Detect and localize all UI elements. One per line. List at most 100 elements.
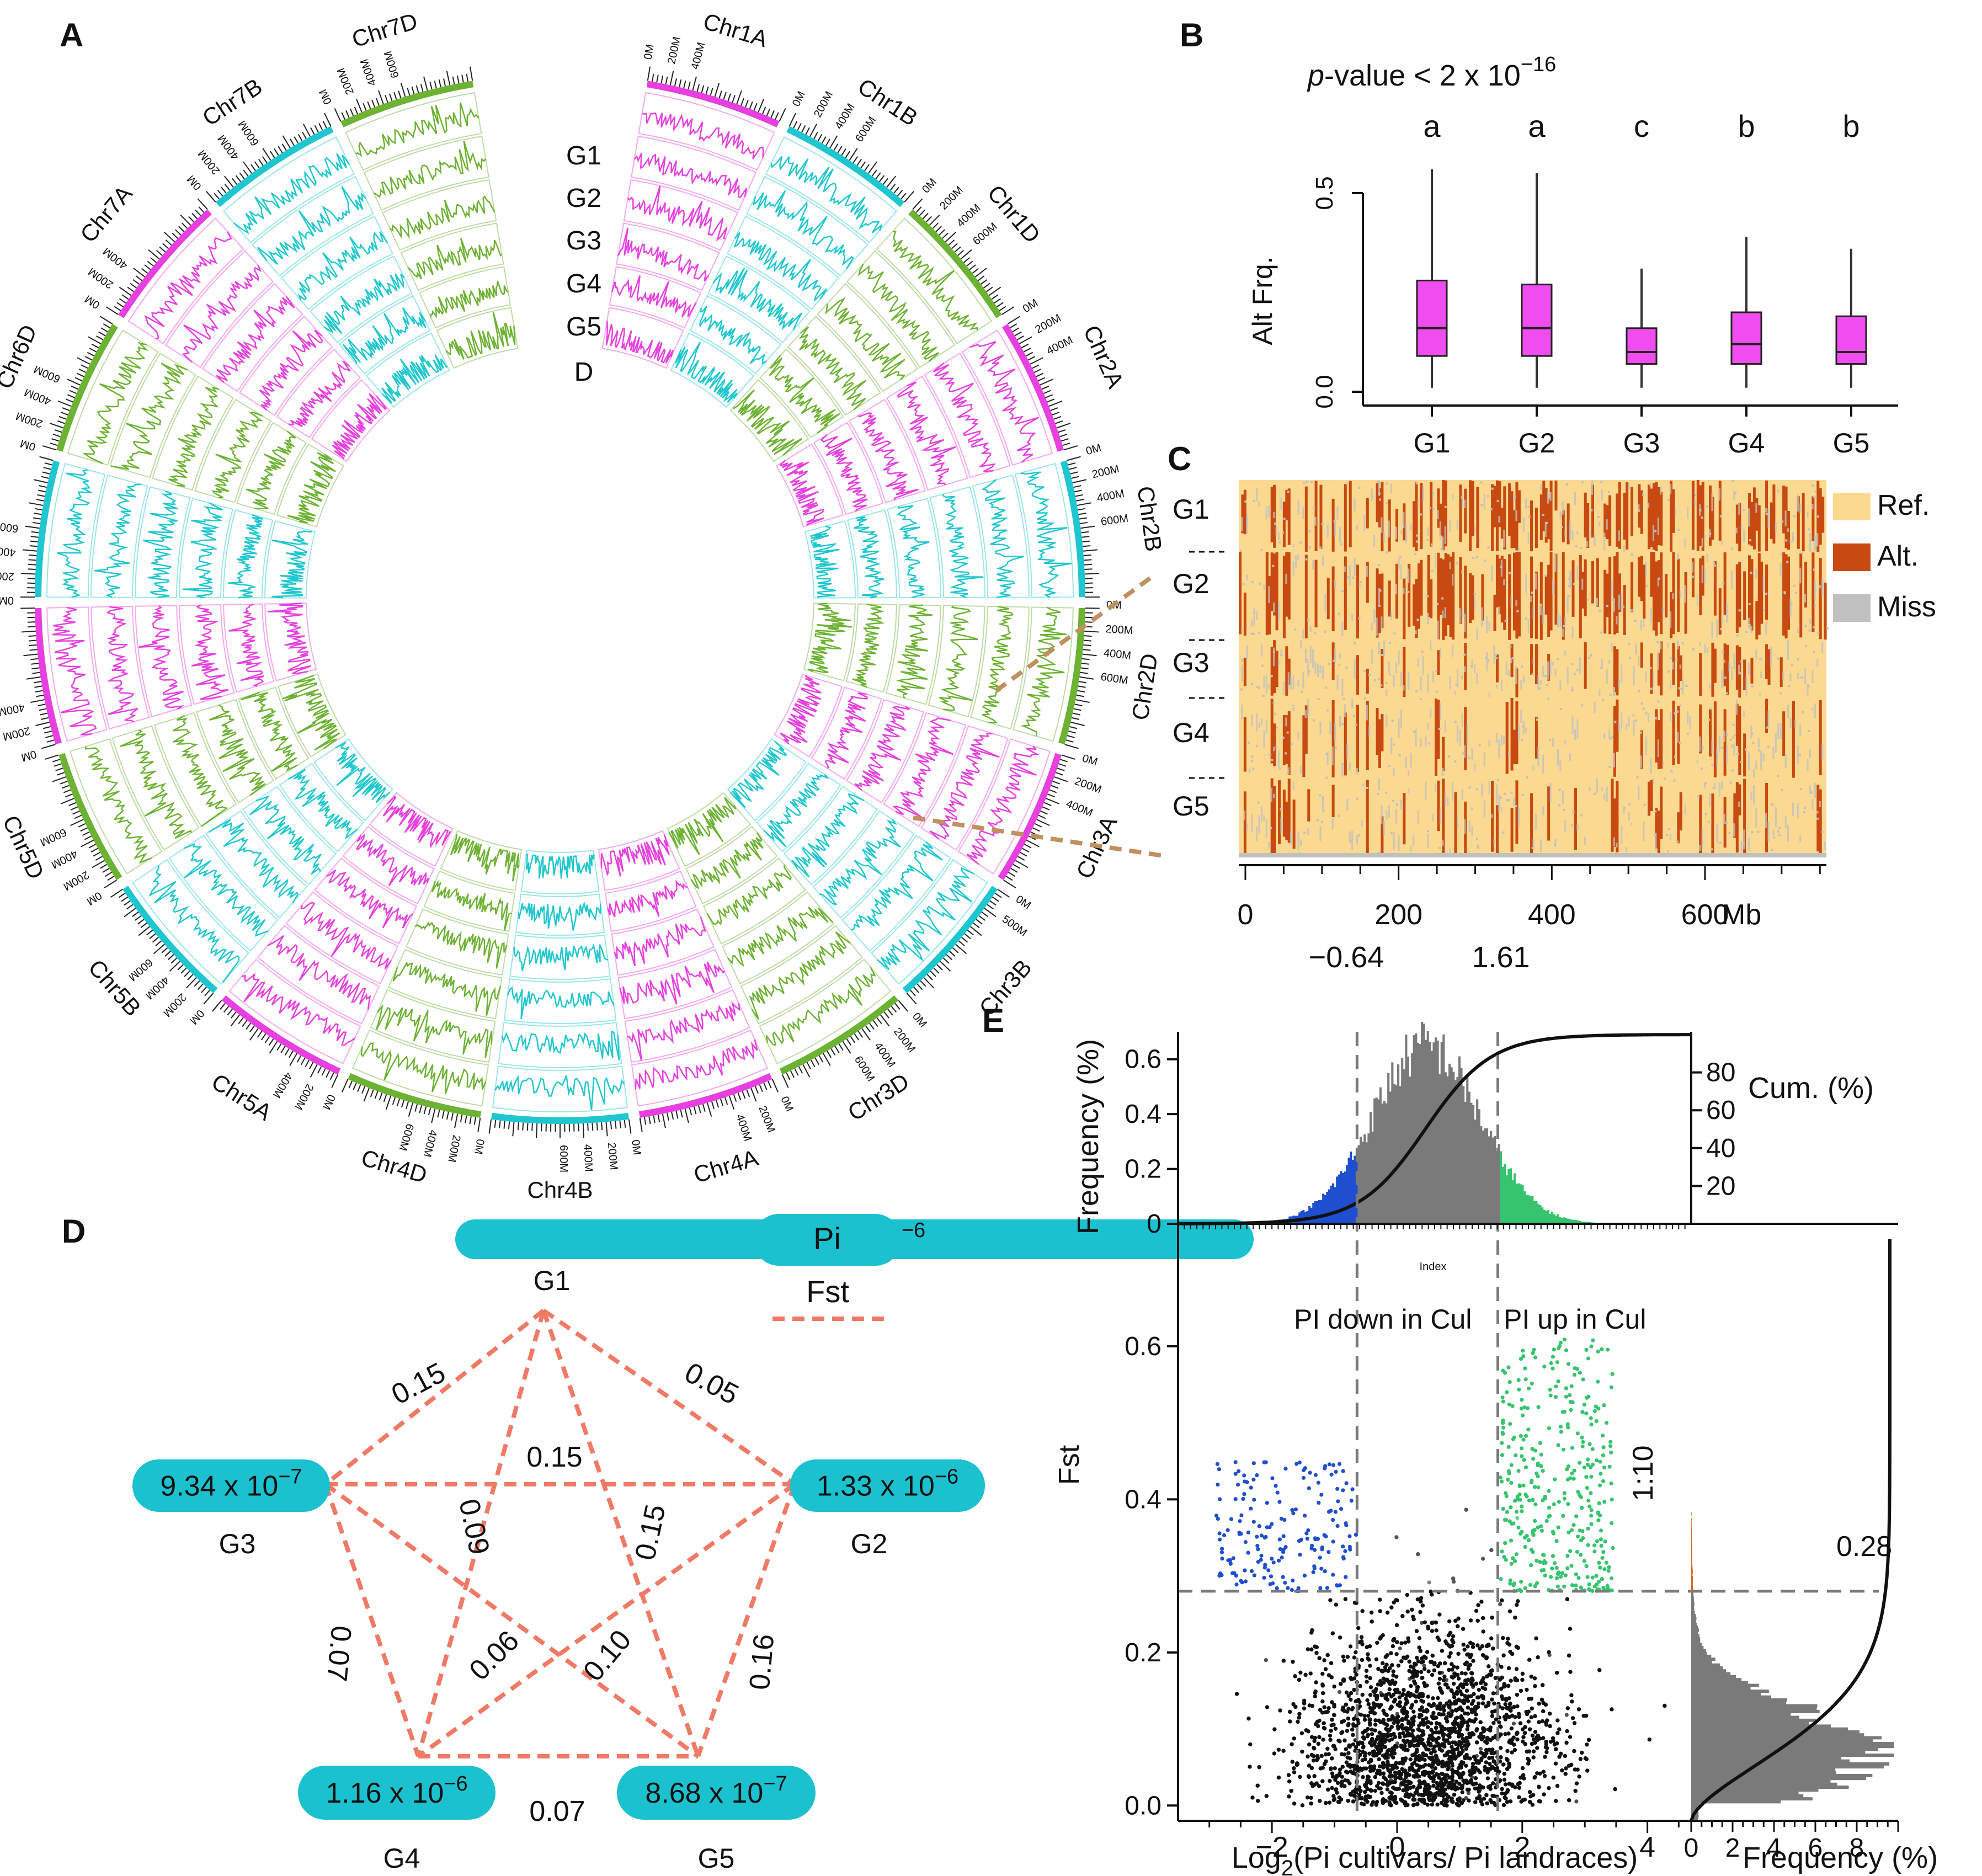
missing-cell bbox=[1313, 719, 1315, 722]
ruler-tick bbox=[67, 394, 75, 398]
ruler-label: 600M bbox=[0, 519, 19, 535]
alt-cell bbox=[1631, 487, 1634, 536]
histogram-bar bbox=[1504, 1164, 1506, 1224]
ruler-tick bbox=[1069, 726, 1078, 729]
missing-cell bbox=[1784, 816, 1787, 828]
ruler-tick bbox=[688, 81, 691, 90]
alt-cell bbox=[1366, 668, 1369, 694]
ruler-label: 600M bbox=[382, 50, 402, 79]
histogram-bar bbox=[1448, 1063, 1451, 1224]
scatter-point bbox=[1464, 1796, 1468, 1800]
alt-cell bbox=[1713, 648, 1717, 683]
ruler-tick bbox=[786, 1072, 791, 1080]
missing-cell bbox=[1554, 839, 1557, 847]
missing-cell bbox=[1274, 523, 1277, 525]
missing-cell bbox=[1513, 797, 1515, 806]
ruler-tick bbox=[431, 1108, 436, 1123]
alt-cell bbox=[1378, 719, 1381, 769]
heatmap-group-G2 bbox=[1239, 552, 1829, 640]
alt-cell bbox=[1275, 552, 1278, 631]
ruler-tick bbox=[1061, 438, 1069, 442]
missing-cell bbox=[1334, 746, 1337, 749]
missing-cell bbox=[1426, 595, 1429, 598]
alt-cell bbox=[1513, 729, 1516, 764]
missing-cell bbox=[1475, 837, 1478, 840]
diversity-track bbox=[1020, 471, 1072, 598]
missing-cell bbox=[1520, 665, 1523, 668]
missing-cell bbox=[1723, 659, 1725, 663]
missing-cell bbox=[1621, 663, 1623, 683]
missing-cell bbox=[1280, 808, 1282, 811]
alt-cell bbox=[1735, 504, 1739, 544]
missing-cell bbox=[1587, 657, 1590, 659]
missing-cell bbox=[1283, 518, 1286, 520]
alt-cell bbox=[1655, 709, 1658, 763]
ruler-tick bbox=[150, 257, 157, 263]
ruler-tick bbox=[759, 1084, 763, 1092]
missing-cell bbox=[1408, 568, 1410, 583]
missing-cell bbox=[1655, 833, 1657, 851]
legend-swatch bbox=[1833, 493, 1871, 520]
ruler-tick bbox=[258, 158, 264, 166]
ruler-tick bbox=[466, 73, 468, 82]
missing-cell bbox=[1777, 830, 1779, 833]
ruler-label: 0M bbox=[910, 1010, 929, 1030]
ruler-tick bbox=[711, 1101, 715, 1110]
missing-cell bbox=[1628, 716, 1630, 727]
missing-cell bbox=[1349, 832, 1351, 841]
missing-cell bbox=[1574, 491, 1576, 505]
missing-cell bbox=[1618, 679, 1620, 687]
ruler-label: 600M bbox=[852, 1054, 877, 1084]
y-tick-label: 0.5 bbox=[1311, 176, 1338, 210]
ruler-tick bbox=[724, 1097, 728, 1105]
alt-cell bbox=[1539, 494, 1543, 540]
ruler-tick bbox=[374, 1091, 379, 1099]
significance-letter: c bbox=[1634, 109, 1649, 143]
diversity-track bbox=[227, 514, 263, 599]
missing-cell bbox=[1256, 744, 1259, 747]
histogram-bar bbox=[1547, 1210, 1549, 1224]
diversity-track bbox=[733, 232, 828, 302]
histogram-bar bbox=[1330, 1185, 1333, 1224]
histogram-bar bbox=[1569, 1219, 1571, 1224]
histogram-bar bbox=[1490, 1131, 1493, 1224]
diversity-track bbox=[513, 943, 608, 972]
track-frame bbox=[131, 859, 249, 985]
ruler-tick bbox=[104, 872, 112, 877]
missing-cell bbox=[1590, 509, 1593, 511]
ruler-tick bbox=[204, 989, 210, 996]
missing-cell bbox=[1703, 535, 1706, 537]
ruler-tick bbox=[146, 930, 153, 936]
missing-cell bbox=[1608, 659, 1611, 664]
group-name: G4 bbox=[383, 1843, 420, 1874]
ruler-tick bbox=[864, 164, 870, 171]
alt-cell bbox=[1285, 552, 1288, 617]
alt-cell bbox=[1530, 793, 1533, 853]
missing-cell bbox=[1448, 755, 1451, 758]
ruler-tick bbox=[52, 776, 66, 782]
histogram-bar bbox=[1399, 1086, 1402, 1224]
missing-cell bbox=[1420, 738, 1422, 748]
ruler-tick bbox=[898, 1000, 908, 1012]
missing-cell bbox=[1373, 609, 1376, 623]
ruler-label: 0M bbox=[1085, 442, 1103, 458]
chromosome-band bbox=[491, 1112, 629, 1124]
missing-cell bbox=[1692, 648, 1695, 651]
ruler-tick bbox=[137, 919, 145, 925]
missing-cell bbox=[1738, 502, 1740, 515]
histogram-bar bbox=[1312, 1202, 1315, 1224]
track-frame bbox=[765, 136, 898, 243]
ruler-tick bbox=[116, 302, 124, 307]
ruler-tick bbox=[1013, 864, 1020, 869]
missing-cell bbox=[1654, 717, 1657, 720]
histogram-bar bbox=[1541, 1207, 1544, 1224]
missing-cell bbox=[1265, 719, 1267, 734]
missing-cell bbox=[1611, 643, 1613, 652]
ruler-tick bbox=[28, 563, 36, 566]
ruler-tick bbox=[837, 146, 843, 153]
alt-cell bbox=[1723, 552, 1727, 615]
missing-cell bbox=[1383, 821, 1385, 836]
missing-cell bbox=[1602, 699, 1605, 701]
missing-cell bbox=[1586, 541, 1589, 547]
missing-cell bbox=[1297, 554, 1299, 561]
